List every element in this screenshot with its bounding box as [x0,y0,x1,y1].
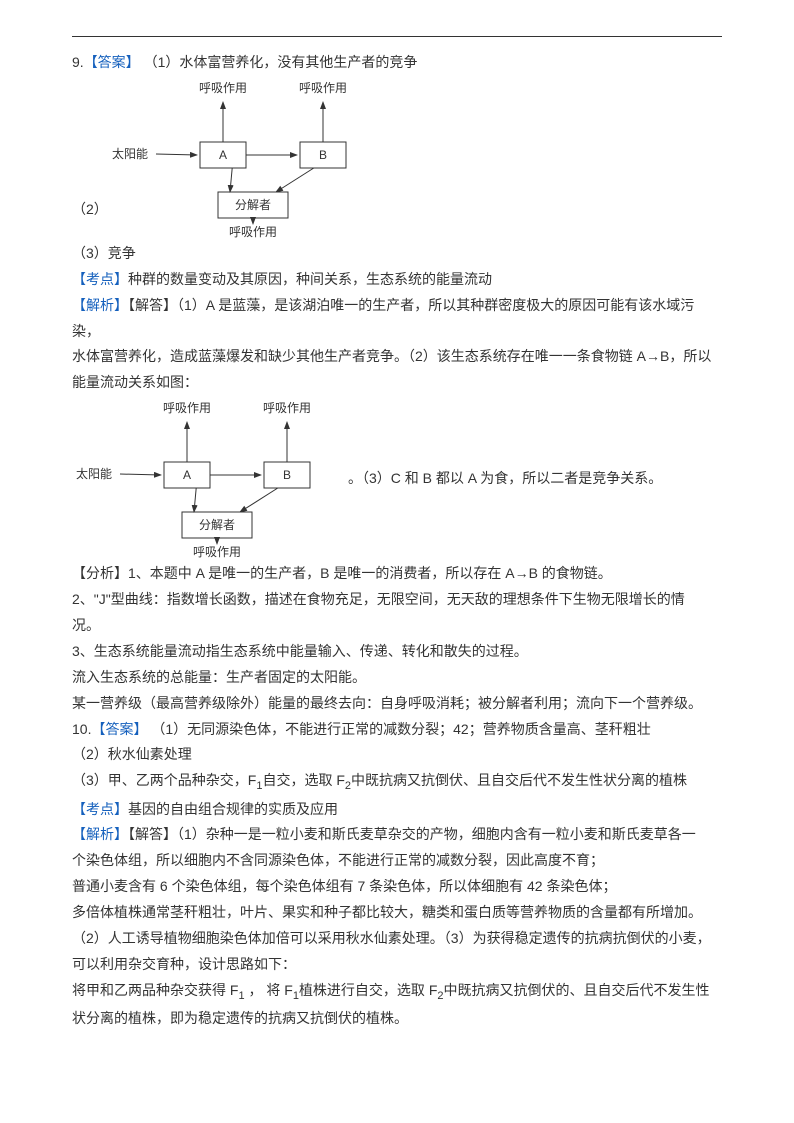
q10-ans3: （3）甲、乙两个品种杂交，F1自交，选取 F2中既抗病又抗倒伏、且自交后代不发生… [72,768,722,796]
q10-jiexi-l1: 【解析】【解答】（1）杂种一是一粒小麦和斯氏麦草杂交的产物，细胞内含有一粒小麦和… [72,822,722,848]
q10-jx7: 将甲和乙两品种杂交获得 F1 ， 将 F1植株进行自交，选取 F2中既抗病又抗倒… [72,978,722,1006]
q10-jx4: 多倍体植株通常茎秆粗壮，叶片、果实和种子都比较大，糖类和蛋白质等营养物质的含量都… [72,900,722,926]
jiexi-tag: 【解析】 [72,826,128,842]
q10-ans3b: 自交，选取 F [262,772,344,788]
q9-fenxi-2: 2、"J"型曲线：指数增长函数，描述在食物充足，无限空间，无天敌的理想条件下生物… [72,587,722,613]
svg-text:B: B [283,468,291,482]
energy-flow-diagram-2: 太阳能 A B 分解者呼吸作用呼吸作用呼吸作用 [72,396,342,561]
svg-text:太阳能: 太阳能 [76,466,112,481]
q9-answer-line1: 9.【答案】 （1）水体富营养化，没有其他生产者的竞争 [72,50,722,76]
q10-number: 10. [72,721,91,737]
svg-text:分解者: 分解者 [235,198,271,212]
q10-jx7a: 将甲和乙两品种杂交获得 F [72,982,238,998]
q10-ans1: （1）无同源染色体，不能进行正常的减数分裂；42；营养物质含量高、茎秆粗壮 [147,721,650,737]
q9-ans1: （1）水体富营养化，没有其他生产者的竞争 [140,54,418,70]
q9-jiexi-diagram-row: 太阳能 A B 分解者呼吸作用呼吸作用呼吸作用 。（3）C 和 B 都以 A 为… [72,396,722,561]
q10-ans3c: 中既抗病又抗倒伏、且自交后代不发生性状分离的植株 [351,772,687,788]
q10-kd-text: 基因的自由组合规律的实质及应用 [128,801,338,817]
q10-jx2: 个染色体组，所以细胞内不含同源染色体，不能进行正常的减数分裂，因此高度不育； [72,848,722,874]
q10-ans3a: （3）甲、乙两个品种杂交，F [72,772,256,788]
q9-ans2-pre: （2） [72,197,108,241]
q10-kaodian: 【考点】基因的自由组合规律的实质及应用 [72,797,722,823]
svg-text:A: A [219,148,227,162]
q9-number: 9. [72,54,84,70]
q9-jx-post: 。（3）C 和 B 都以 A 为食，所以二者是竞争关系。 [342,466,662,492]
jieda-tag: 【解答】 [128,297,177,313]
svg-text:A: A [183,468,191,482]
svg-text:呼吸作用: 呼吸作用 [299,81,347,95]
svg-text:呼吸作用: 呼吸作用 [193,545,241,559]
svg-text:分解者: 分解者 [199,518,235,532]
q10-ans2: （2）秋水仙素处理 [72,742,722,768]
q10-answer-line1: 10.【答案】 （1）无同源染色体，不能进行正常的减数分裂；42；营养物质含量高… [72,717,722,743]
top-rule [72,36,722,37]
q9-jiexi-l1: 【解析】【解答】（1）A 是蓝藻，是该湖泊唯一的生产者，所以其种群密度极大的原因… [72,293,722,345]
q10-jx7b: ， 将 F [245,982,293,998]
q9-ans3: （3）竞争 [72,241,722,267]
kaodian-tag: 【考点】 [72,801,128,817]
q9-kaodian: 【考点】种群的数量变动及其原因，种间关系，生态系统的能量流动 [72,267,722,293]
q9-kd-text: 种群的数量变动及其原因，种间关系，生态系统的能量流动 [128,271,492,287]
kaodian-tag: 【考点】 [72,271,128,287]
svg-text:呼吸作用: 呼吸作用 [229,225,277,239]
q9-jiexi-l2: 水体富营养化，造成蓝藻爆发和缺少其他生产者竞争。（2）该生态系统存在唯一一条食物… [72,344,722,370]
q10-jx5: （2）人工诱导植物细胞染色体加倍可以采用秋水仙素处理。（3）为获得稳定遗传的抗病… [72,926,722,952]
q9-fx1: 1、本题中 A 是唯一的生产者，B 是唯一的消费者，所以存在 A→B 的食物链。 [128,565,612,581]
q10-jx1: （1）杂种一是一粒小麦和斯氏麦草杂交的产物，细胞内含有一粒小麦和斯氏麦草各一 [177,826,696,842]
fenxi-tag: 【分析】 [72,565,128,581]
q10-jx8: 状分离的植株，即为稳定遗传的抗病又抗倒伏的植株。 [72,1006,722,1032]
q9-fenxi-2b: 况。 [72,613,722,639]
svg-text:呼吸作用: 呼吸作用 [199,81,247,95]
q9-fenxi-4: 流入生态系统的总能量：生产者固定的太阳能。 [72,665,722,691]
q9-fenxi-3: 3、生态系统能量流动指生态系统中能量输入、传递、转化和散失的过程。 [72,639,722,665]
svg-text:太阳能: 太阳能 [112,146,148,161]
svg-text:呼吸作用: 呼吸作用 [163,401,211,415]
jiexi-tag: 【解析】 [72,297,128,313]
q10-jx7d: 中既抗病又抗倒伏的、且自交后代不发生性 [444,982,710,998]
q9-ans2-row: （2） 太阳能 A B 分解者呼吸作用呼吸作用呼吸作用 [72,76,722,241]
svg-text:呼吸作用: 呼吸作用 [263,401,311,415]
answer-tag: 【答案】 [91,721,147,737]
q9-fenxi-5: 某一营养级（最高营养级除外）能量的最终去向：自身呼吸消耗；被分解者利用；流向下一… [72,691,722,717]
jieda-tag: 【解答】 [128,826,177,842]
answer-tag: 【答案】 [84,54,140,70]
svg-text:B: B [319,148,327,162]
q9-fenxi-1: 【分析】1、本题中 A 是唯一的生产者，B 是唯一的消费者，所以存在 A→B 的… [72,561,722,587]
q9-jiexi-l3: 能量流动关系如图： [72,370,722,396]
q10-jx7c: 植株进行自交，选取 F [299,982,437,998]
q10-jx3: 普通小麦含有 6 个染色体组，每个染色体组有 7 条染色体，所以体细胞有 42 … [72,874,722,900]
q10-jx6: 可以利用杂交育种，设计思路如下： [72,952,722,978]
energy-flow-diagram-1: 太阳能 A B 分解者呼吸作用呼吸作用呼吸作用 [108,76,378,241]
